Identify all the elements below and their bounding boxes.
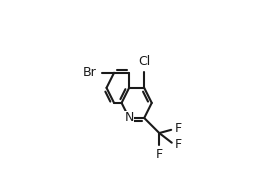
Text: Br: Br (82, 66, 96, 79)
Text: Cl: Cl (138, 55, 150, 68)
Text: F: F (174, 122, 181, 135)
Text: F: F (156, 148, 163, 161)
Text: F: F (174, 138, 181, 151)
Text: N: N (124, 111, 134, 124)
